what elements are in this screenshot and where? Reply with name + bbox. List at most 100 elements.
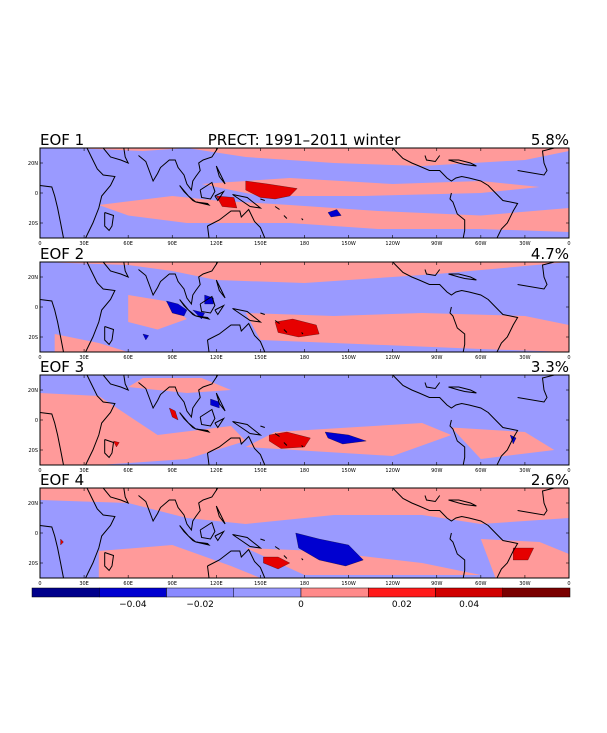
y-tick-label: 20N xyxy=(28,388,38,394)
y-tick-label: 0 xyxy=(35,191,38,197)
coastline xyxy=(517,375,555,403)
coastline xyxy=(195,315,211,320)
coastline xyxy=(40,525,64,578)
coastline xyxy=(448,499,477,507)
strong-positive-center xyxy=(60,538,64,546)
coastline xyxy=(260,425,265,428)
x-tick-label: 180 xyxy=(300,355,310,361)
coastline xyxy=(195,201,211,206)
coastline xyxy=(195,541,211,546)
x-tick-label: 90W xyxy=(431,468,442,474)
x-tick-label: 60W xyxy=(475,581,486,587)
coastline xyxy=(104,439,115,459)
colorbar-label: −0.02 xyxy=(186,600,214,610)
x-tick-label: 0 xyxy=(38,355,41,361)
strong-negative-center xyxy=(166,300,188,317)
coastline xyxy=(40,299,64,352)
x-tick-label: 60W xyxy=(475,468,486,474)
coastline xyxy=(207,225,210,238)
coastline xyxy=(283,442,288,446)
strong-positive-center xyxy=(513,547,534,561)
x-tick-label: 120W xyxy=(385,241,400,247)
x-tick-label: 30W xyxy=(519,355,530,361)
x-tick-label: 30E xyxy=(79,468,89,474)
coastline xyxy=(424,382,441,390)
x-tick-label: 90W xyxy=(431,581,442,587)
x-tick-label: 60E xyxy=(123,581,133,587)
coastline xyxy=(104,326,115,346)
colorbar-label: 0 xyxy=(298,600,304,610)
coastline xyxy=(102,148,130,164)
x-tick-label: 120E xyxy=(210,468,223,474)
coastline xyxy=(301,218,304,221)
y-tick-label: 20N xyxy=(28,275,38,281)
positive-region xyxy=(40,488,569,524)
x-tick-label: 30E xyxy=(79,581,89,587)
coastline xyxy=(85,488,116,578)
x-tick-label: 90E xyxy=(167,581,177,587)
y-tick-label: 20S xyxy=(28,335,38,341)
x-tick-label: 180 xyxy=(300,468,310,474)
panel-label: EOF 3 xyxy=(40,358,84,376)
x-tick-label: 60W xyxy=(475,241,486,247)
coastline xyxy=(301,558,304,561)
colorbar-swatch xyxy=(99,587,167,598)
x-tick-label: 150E xyxy=(254,581,267,587)
x-tick-label: 120E xyxy=(210,355,223,361)
strong-negative-center xyxy=(324,431,367,445)
x-tick-label: 180 xyxy=(300,241,310,247)
x-tick-label: 120W xyxy=(385,355,400,361)
x-tick-label: 120W xyxy=(385,468,400,474)
coastline xyxy=(448,273,477,281)
coastline xyxy=(392,488,519,578)
coastline xyxy=(448,386,477,394)
coastline xyxy=(392,262,519,352)
strong-negative-center xyxy=(509,434,517,445)
coastline xyxy=(199,521,216,540)
positive-region xyxy=(98,545,261,578)
x-tick-label: 60E xyxy=(123,468,133,474)
positive-region xyxy=(54,334,129,352)
x-tick-label: 0 xyxy=(567,241,570,247)
coastline xyxy=(138,375,219,419)
coastline xyxy=(301,332,304,335)
x-tick-label: 90E xyxy=(167,468,177,474)
x-tick-label: 90W xyxy=(431,355,442,361)
strong-negative-center xyxy=(327,209,342,218)
coastline xyxy=(215,165,226,185)
panel-variance: 5.8% xyxy=(531,131,569,149)
coastline xyxy=(102,262,130,278)
coastline xyxy=(207,208,266,238)
eof-panel-3 xyxy=(40,375,569,465)
coastline xyxy=(517,488,555,516)
coastline xyxy=(102,375,130,391)
y-tick-label: 20S xyxy=(28,448,38,454)
coastline xyxy=(199,408,216,427)
coastline xyxy=(138,148,219,192)
coastline xyxy=(207,322,266,352)
coastline xyxy=(232,194,263,209)
coastline xyxy=(214,530,226,542)
coastline xyxy=(392,148,519,238)
coastline xyxy=(195,428,211,433)
strong-positive-center xyxy=(169,407,179,421)
coastline xyxy=(517,148,555,176)
x-tick-label: 150E xyxy=(254,355,267,361)
coastline xyxy=(283,555,288,559)
coastline xyxy=(283,329,288,333)
coastline xyxy=(274,206,280,210)
x-tick-label: 30W xyxy=(519,241,530,247)
coastline xyxy=(179,185,197,203)
x-tick-label: 30E xyxy=(79,355,89,361)
x-tick-label: 0 xyxy=(567,355,570,361)
coastline xyxy=(392,375,519,465)
x-tick-label: 90E xyxy=(167,241,177,247)
positive-region xyxy=(128,295,187,330)
coastline xyxy=(138,488,219,532)
panel-variance: 2.6% xyxy=(531,471,569,489)
y-tick-label: 20N xyxy=(28,501,38,507)
strong-positive-center xyxy=(245,180,298,200)
positive-region xyxy=(69,148,569,166)
x-tick-label: 90E xyxy=(167,355,177,361)
x-tick-label: 30W xyxy=(519,581,530,587)
